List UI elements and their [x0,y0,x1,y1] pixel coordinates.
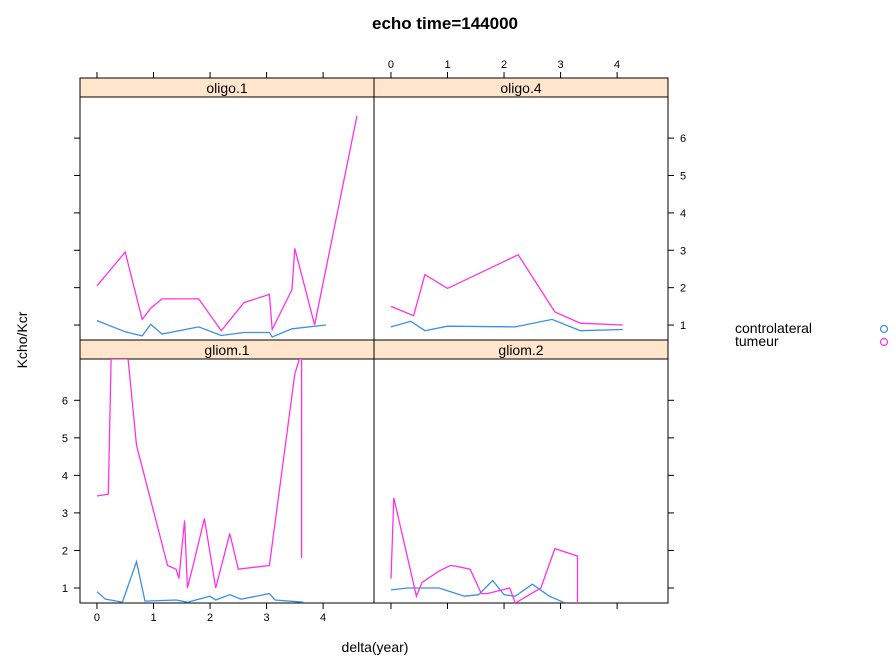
x-tick-label: 1 [150,612,156,624]
series-line-controlateral [96,319,326,338]
y-tick-label: 3 [62,508,68,520]
panel-gliom.1: gliom.1 [79,339,375,604]
y-tick-label: 6 [62,395,68,407]
y-tick-label: 6 [680,133,686,145]
y-tick-label: 3 [680,245,686,257]
y-tick-label: 1 [62,583,68,595]
legend-marker-controlateral [879,324,889,334]
x-tick-label: 3 [558,59,564,71]
chart-title: echo time=144000 [372,14,518,33]
axes-layer: 0 1 2 3 4 0 1 2 3 4 1 2 3 4 5 6 1 2 3 4 5 6 [62,59,686,624]
legend-label-controlateral: controlateral [735,320,812,336]
series-line-tumeur [96,115,358,332]
strip-label: oligo.1 [206,80,247,96]
strip-label: gliom.2 [498,342,543,358]
y-tick-label: 2 [680,283,686,295]
y-tick-label: 1 [680,320,686,332]
series-line-controlateral [390,318,623,332]
panel-frame [373,358,669,604]
series-line-tumeur [96,359,303,589]
x-tick-label: 2 [501,59,507,71]
y-tick-label: 4 [680,208,686,220]
legend-marker-tumeur [879,337,889,347]
y-tick-label: 5 [62,433,68,445]
x-tick-label: 4 [614,59,620,71]
panel-frame [79,358,375,604]
legend-label-tumeur: tumeur [735,333,779,349]
series-line-controlateral [96,559,304,603]
panels-layer: oligo.1 oligo.4 gliom.1 gliom.2 [79,77,669,604]
series-line-tumeur [390,497,579,603]
x-tick-label: 4 [320,612,326,624]
strip-label: gliom.1 [204,342,249,358]
x-tick-label: 3 [264,612,270,624]
y-tick-label: 4 [62,470,68,482]
x-tick-label: 0 [94,612,100,624]
x-tick-label: 2 [207,612,213,624]
panel-oligo.1: oligo.1 [79,77,375,341]
y-tick-label: 2 [62,545,68,557]
y-axis-label: Kcho/Kcr [14,311,30,368]
x-tick-label: 1 [444,59,450,71]
panel-gliom.2: gliom.2 [373,339,669,604]
panel-frame [373,96,669,341]
y-tick-label: 5 [680,171,686,183]
series-line-tumeur [390,253,623,326]
x-tick-label: 0 [388,59,394,71]
strip-label: oligo.4 [500,80,541,96]
panel-frame [79,96,375,341]
panel-oligo.4: oligo.4 [373,77,669,341]
x-axis-label: delta(year) [342,639,409,655]
